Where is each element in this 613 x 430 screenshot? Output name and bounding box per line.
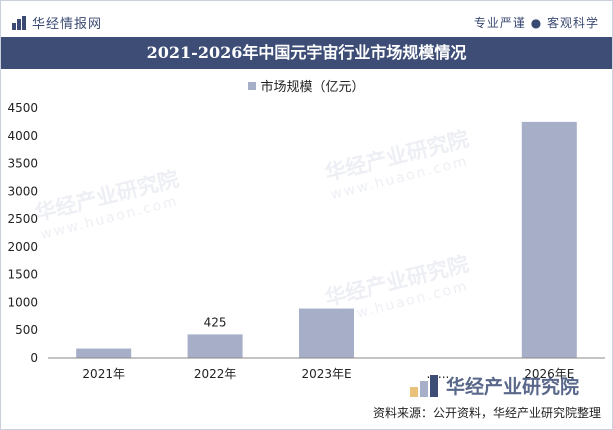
site-name: 华经情报网 (32, 17, 103, 32)
y-tick-label: 4000 (7, 129, 38, 143)
legend-label: 市场规模（亿元） (260, 80, 365, 95)
bars: 425 (76, 121, 577, 358)
x-tick-label: 2026年E (524, 367, 574, 381)
source-note: 资料来源：公开资料，华经产业研究院整理 (372, 406, 601, 420)
y-tick-label: 1000 (7, 295, 38, 309)
top-bar: 华经情报网 专业严谨 ● 客观科学 (0, 0, 613, 40)
bar-logo-icon (410, 374, 440, 397)
slogan: 专业严谨 ● 客观科学 (473, 16, 599, 30)
y-tick-label: 3000 (7, 184, 38, 198)
y-tick-label: 0 (30, 351, 38, 365)
chart-legend: 市场规模（亿元） (0, 76, 613, 95)
x-tick-label: 2021年 (82, 367, 125, 381)
footer-logo-name: 华经产业研究院 (446, 376, 580, 398)
bar (299, 308, 354, 358)
y-tick-label: 2500 (7, 212, 38, 226)
bar (76, 348, 132, 358)
y-tick-label: 3500 (7, 157, 38, 171)
y-tick-label: 2000 (7, 240, 38, 254)
bar (521, 121, 577, 358)
bar-logo-icon (12, 15, 26, 30)
footer-logo: 华经产业研究院 (410, 372, 579, 399)
x-tick-label: 2022年 (194, 367, 237, 381)
y-axis: 0 500 1000 1500 2000 2500 3000 3500 4000 4500 (7, 101, 38, 365)
title-bar: 2021-2026年中国元宇宙行业市场规模情况 (0, 37, 613, 69)
legend-swatch (248, 82, 257, 90)
x-tick-label: 2023年E (301, 367, 351, 381)
y-tick-label: 4500 (7, 101, 38, 115)
y-tick-label: 500 (15, 323, 38, 337)
site-logo: 华经情报网 (12, 13, 102, 32)
data-label: 425 (204, 315, 227, 329)
y-tick-label: 1500 (7, 268, 38, 282)
bar (187, 334, 243, 358)
chart-title: 2021-2026年中国元宇宙行业市场规模情况 (146, 43, 467, 62)
